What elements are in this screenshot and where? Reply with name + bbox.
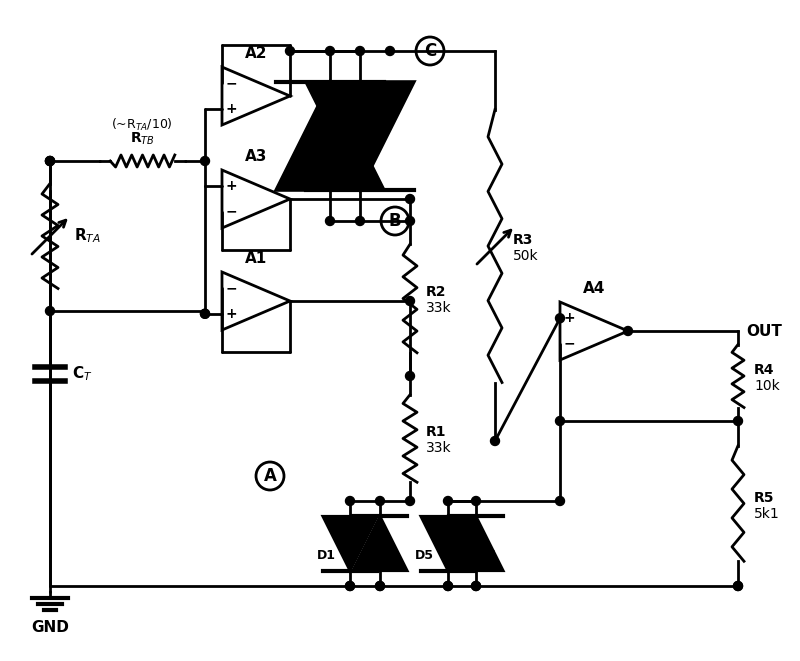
Text: +: +: [225, 179, 237, 193]
Text: C$_T$: C$_T$: [72, 364, 93, 383]
Polygon shape: [449, 516, 503, 570]
Circle shape: [375, 582, 385, 590]
Circle shape: [326, 46, 334, 56]
Polygon shape: [323, 516, 378, 570]
Text: R3: R3: [513, 233, 534, 247]
Circle shape: [201, 157, 210, 165]
Text: A3: A3: [245, 149, 267, 164]
Text: D1: D1: [317, 549, 336, 562]
Circle shape: [46, 157, 54, 165]
Circle shape: [555, 314, 565, 323]
Text: 5k1: 5k1: [754, 506, 780, 520]
Text: 33k: 33k: [426, 442, 452, 455]
Circle shape: [443, 496, 453, 506]
Circle shape: [443, 582, 453, 590]
Circle shape: [623, 327, 633, 336]
Circle shape: [734, 416, 742, 426]
Text: OUT: OUT: [746, 323, 782, 338]
Circle shape: [406, 496, 414, 506]
Text: (~R$_{TA}$/10): (~R$_{TA}$/10): [111, 117, 173, 133]
Circle shape: [471, 582, 481, 590]
Circle shape: [46, 157, 54, 165]
Text: R5: R5: [754, 490, 774, 504]
Text: +: +: [225, 307, 237, 321]
Text: −: −: [225, 281, 237, 295]
Text: R$_{TA}$: R$_{TA}$: [74, 227, 101, 245]
Circle shape: [443, 582, 453, 590]
Polygon shape: [275, 81, 384, 190]
Text: R1: R1: [426, 426, 446, 440]
Text: C: C: [424, 42, 436, 60]
Circle shape: [555, 496, 565, 506]
Circle shape: [406, 371, 414, 381]
Text: R4: R4: [754, 363, 774, 377]
Polygon shape: [353, 516, 407, 570]
Circle shape: [201, 309, 210, 318]
Text: 50k: 50k: [513, 249, 538, 263]
Circle shape: [346, 582, 354, 590]
Text: −: −: [563, 336, 575, 351]
Circle shape: [471, 496, 481, 506]
Polygon shape: [421, 516, 475, 570]
Circle shape: [406, 217, 414, 225]
Circle shape: [406, 194, 414, 204]
Text: +: +: [225, 102, 237, 116]
Circle shape: [346, 582, 354, 590]
Text: A1: A1: [245, 251, 267, 266]
Text: D4: D4: [364, 127, 386, 141]
Circle shape: [734, 582, 742, 590]
Circle shape: [386, 46, 394, 56]
Circle shape: [406, 297, 414, 305]
Text: R$_{TB}$: R$_{TB}$: [130, 131, 154, 147]
Circle shape: [46, 157, 54, 165]
Text: −: −: [225, 76, 237, 91]
Circle shape: [734, 582, 742, 590]
Text: −: −: [225, 205, 237, 219]
Text: D3: D3: [305, 127, 326, 141]
Text: 33k: 33k: [426, 301, 452, 315]
Text: R2: R2: [426, 286, 446, 299]
Text: D2: D2: [382, 549, 401, 562]
Circle shape: [355, 217, 365, 225]
Circle shape: [490, 436, 499, 446]
Text: +: +: [563, 311, 575, 325]
Circle shape: [355, 46, 365, 56]
Circle shape: [555, 416, 565, 426]
Text: A: A: [263, 467, 277, 485]
Polygon shape: [306, 81, 414, 190]
Text: B: B: [389, 212, 402, 230]
Text: GND: GND: [31, 620, 69, 635]
Text: A2: A2: [245, 46, 267, 61]
Circle shape: [46, 307, 54, 315]
Circle shape: [471, 582, 481, 590]
Text: 10k: 10k: [754, 379, 780, 393]
Circle shape: [326, 217, 334, 225]
Circle shape: [375, 582, 385, 590]
Circle shape: [375, 496, 385, 506]
Text: D6: D6: [478, 549, 497, 562]
Circle shape: [286, 46, 294, 56]
Text: A4: A4: [583, 281, 605, 296]
Circle shape: [346, 496, 354, 506]
Text: D5: D5: [415, 549, 434, 562]
Circle shape: [201, 309, 210, 318]
